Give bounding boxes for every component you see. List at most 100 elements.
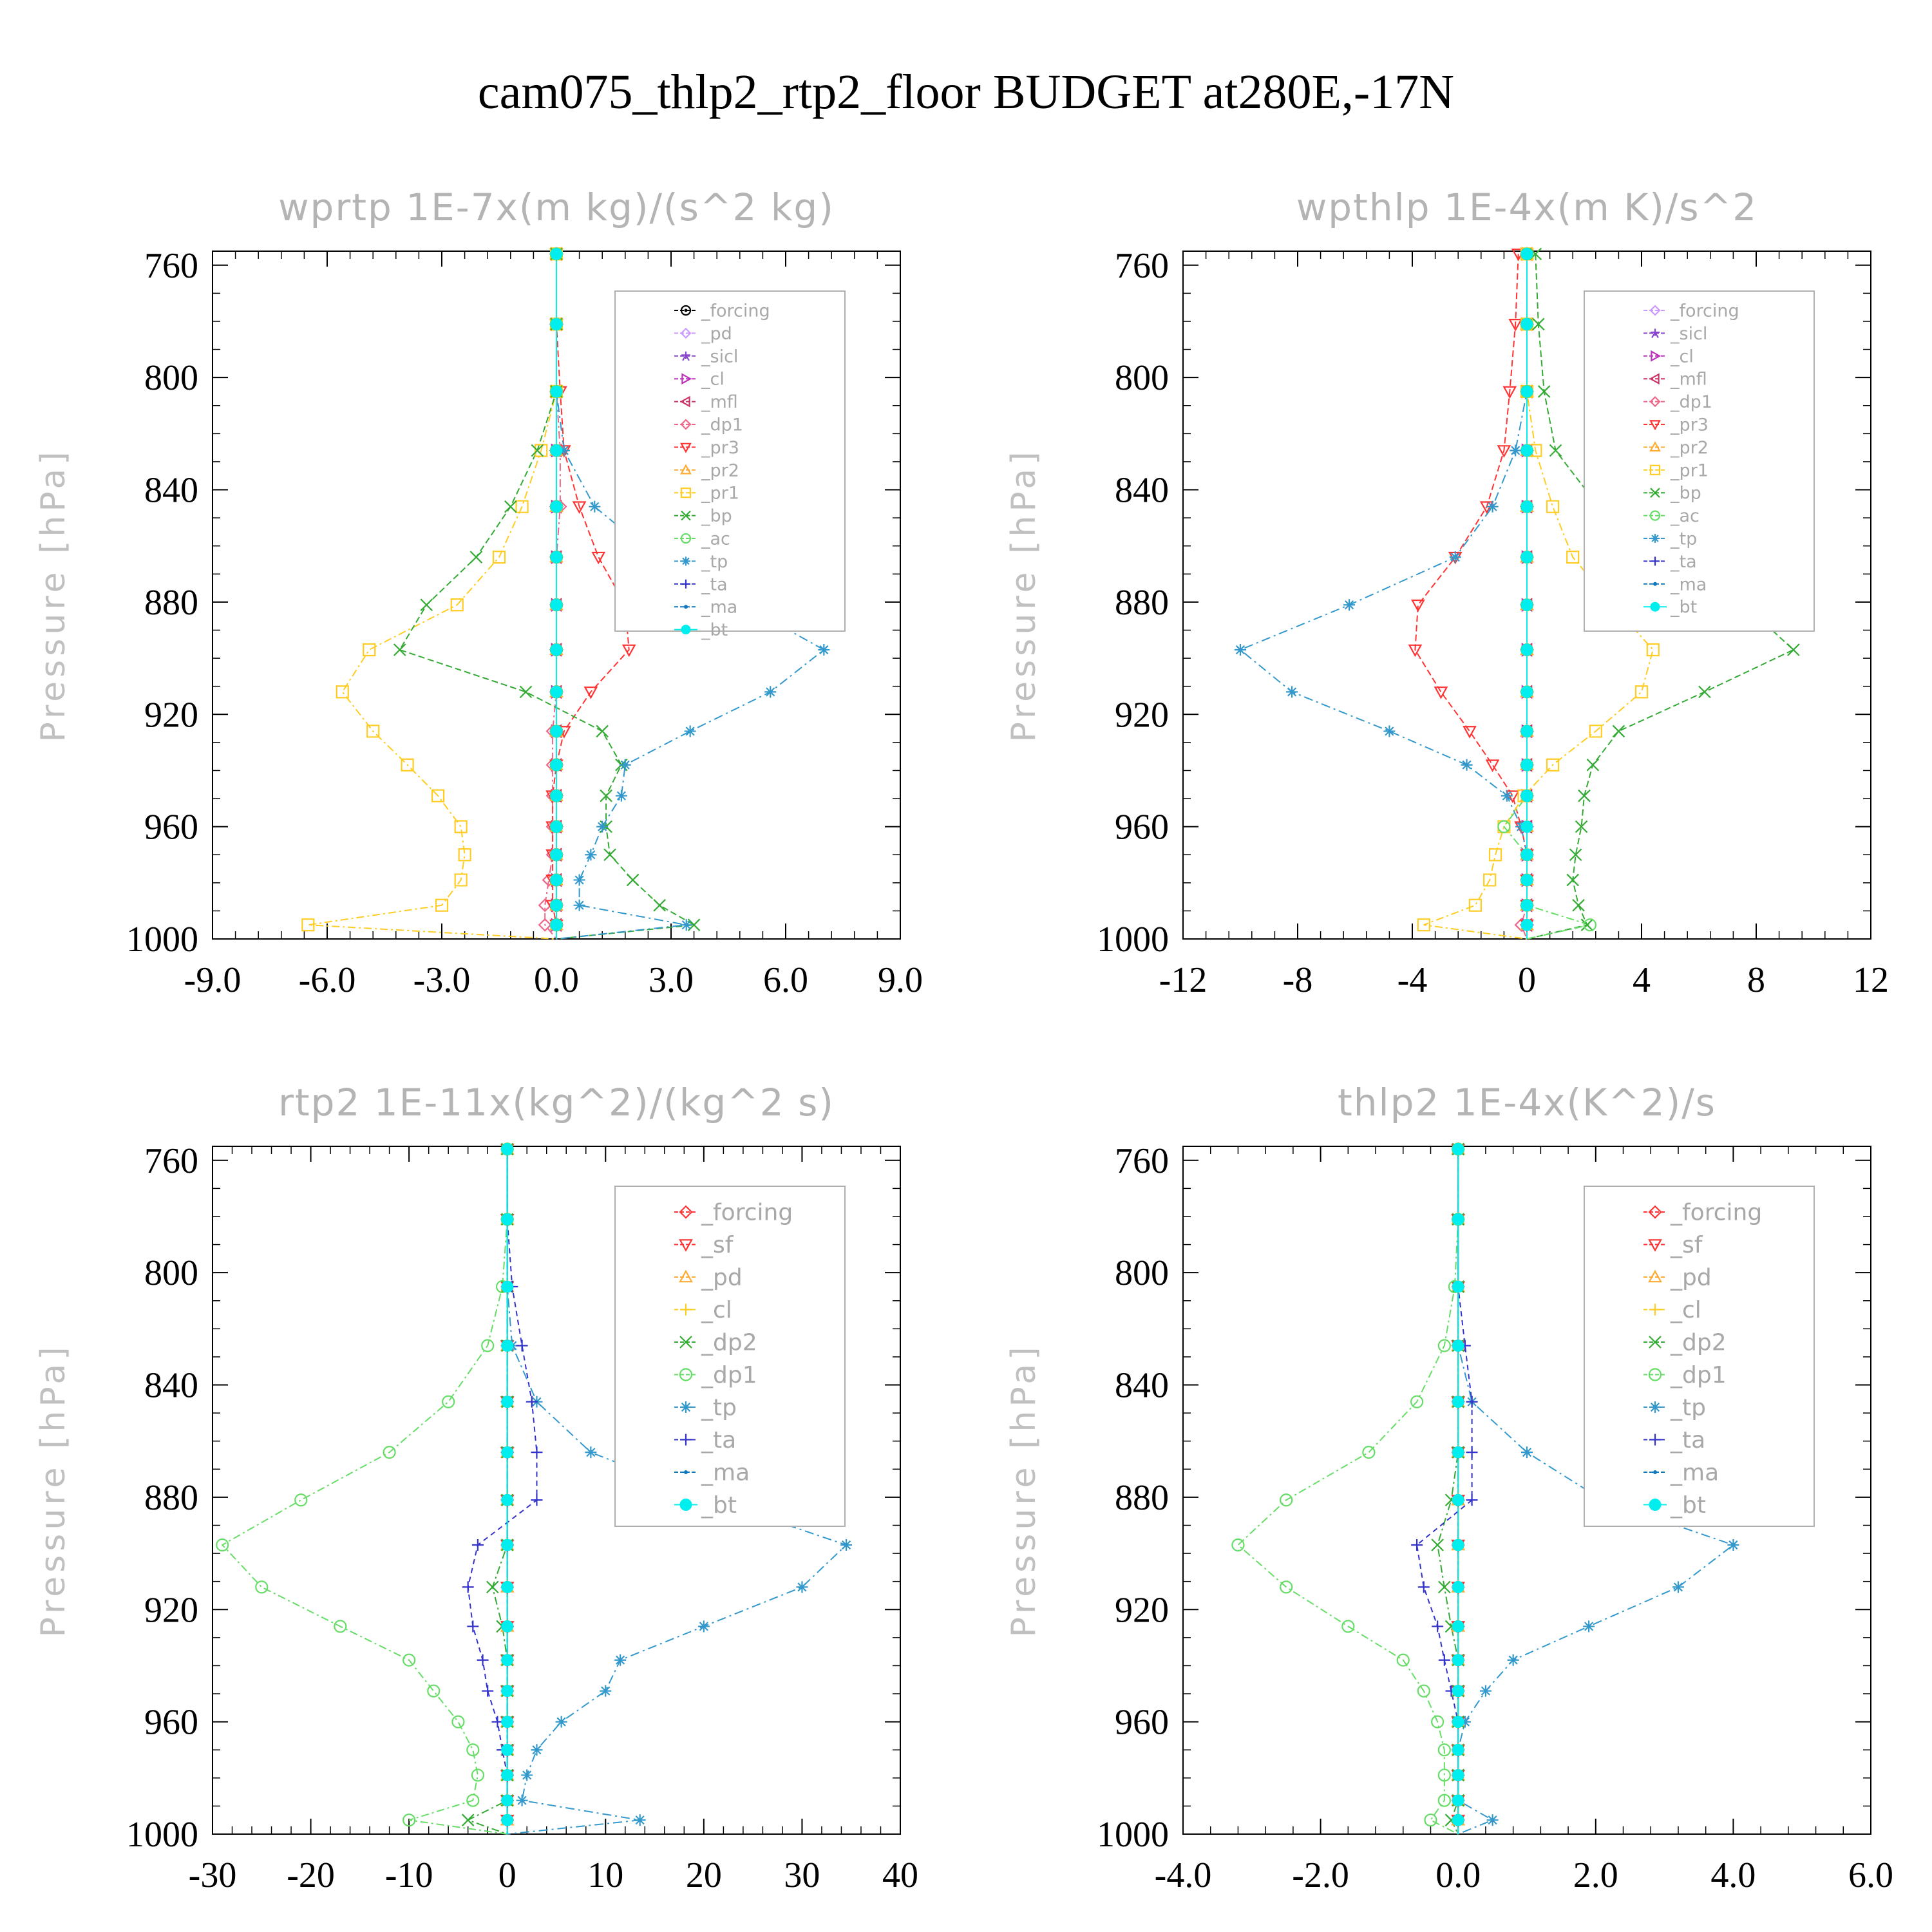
data-point-dp1 (466, 1743, 480, 1757)
legend-marker (679, 1239, 693, 1252)
y-tick-label: 1000 (1097, 1815, 1169, 1855)
data-point-pr1 (454, 873, 468, 887)
legend-marker (1649, 510, 1661, 521)
data-point-bt (501, 1768, 514, 1781)
legend-label: _pd (1670, 1265, 1712, 1291)
data-point-tp (1383, 725, 1396, 737)
data-point-pr1 (1646, 643, 1660, 657)
x-tick-label: -3.0 (413, 960, 471, 1000)
y-tick-label: 800 (144, 358, 198, 398)
data-point-bt (550, 724, 563, 737)
x-tick-label: -6.0 (299, 960, 356, 1000)
data-point-tp (764, 686, 777, 698)
data-point-tp (1235, 644, 1246, 656)
legend-label: _tp (1670, 1395, 1706, 1421)
data-point-tp (573, 899, 585, 911)
data-point-bt (501, 1539, 514, 1551)
legend-label: _bt (701, 1492, 737, 1519)
data-point-bt (501, 1743, 514, 1756)
data-point-ac (1497, 820, 1511, 833)
data-point-pr1 (435, 898, 449, 912)
legend-marker (680, 464, 692, 475)
legend-label: _pr3 (701, 438, 739, 458)
series-line-pr1 (308, 254, 557, 940)
data-point-bp (1549, 444, 1562, 457)
data-point-bt (1520, 551, 1533, 564)
data-point-tp (1286, 686, 1298, 698)
legend-label: _ac (701, 529, 730, 549)
data-point-bt (550, 790, 563, 802)
data-point-pr1 (1468, 898, 1482, 912)
legend-label: _ma (701, 598, 737, 618)
data-point-ta (1466, 1494, 1478, 1506)
x-tick-label: 3.0 (649, 960, 694, 1000)
y-axis-label: Pressure [hPa] (1005, 448, 1043, 743)
data-point-dp1 (402, 1814, 416, 1827)
data-point-bt (1452, 1743, 1464, 1756)
y-tick-label: 880 (144, 583, 198, 623)
data-point-bp (519, 685, 533, 699)
data-point-tp (555, 1716, 567, 1728)
legend-marker (680, 1401, 692, 1413)
data-point-pr3 (1502, 386, 1517, 399)
data-point-dp1 (1417, 1684, 1430, 1698)
data-point-bt (550, 759, 563, 772)
legend-label: _dp2 (701, 1330, 757, 1356)
data-point-bt (501, 1794, 514, 1807)
y-tick-label: 800 (1115, 1253, 1169, 1293)
legend-marker (680, 419, 692, 430)
legend-marker (1651, 556, 1660, 566)
data-point-pr1 (363, 643, 376, 657)
x-tick-label: 4.0 (1710, 1855, 1756, 1895)
data-point-bt (550, 385, 563, 398)
x-tick-label: 6.0 (1848, 1855, 1893, 1895)
data-point-bp (1569, 848, 1582, 862)
legend-marker (1653, 1470, 1657, 1474)
data-point-dp1 (255, 1580, 269, 1594)
legend-marker (680, 305, 692, 316)
data-point-bp (1537, 385, 1551, 398)
y-tick-label: 880 (1115, 1478, 1169, 1518)
legend-marker (1653, 582, 1657, 586)
data-point-pr3 (583, 687, 598, 699)
legend-label: _ta (1670, 1427, 1705, 1454)
data-point-bt (1520, 724, 1533, 737)
data-point-bt (550, 317, 563, 330)
data-point-bt (501, 1580, 514, 1593)
data-point-bp (1578, 789, 1591, 802)
data-point-dp1 (481, 1339, 495, 1352)
data-point-tp (600, 1685, 612, 1697)
legend-label: _pr2 (701, 460, 739, 480)
data-point-ta (1438, 1654, 1450, 1666)
x-tick-label: -8 (1283, 960, 1313, 1000)
data-point-ta (482, 1685, 494, 1697)
data-point-pr3 (1408, 644, 1423, 658)
data-point-bt (501, 1685, 514, 1698)
legend-box (614, 290, 846, 632)
y-tick-label: 960 (1115, 1703, 1169, 1743)
figure-title: cam075_thlp2_rtp2_floor BUDGET at280E,-1… (478, 65, 1454, 119)
data-point-tp (680, 919, 692, 931)
data-point-pr3 (1508, 319, 1523, 332)
data-point-bt (550, 820, 563, 833)
data-point-dp1 (471, 1768, 485, 1782)
data-point-dp1 (216, 1538, 229, 1552)
data-point-bt (1452, 1396, 1464, 1408)
legend-label: _ta (701, 1427, 736, 1454)
legend-marker (1648, 1239, 1662, 1252)
data-point-dp2 (1431, 1539, 1444, 1551)
data-point-pr1 (1488, 848, 1502, 862)
data-point-bt (1520, 759, 1533, 772)
data-point-bp (1787, 643, 1800, 656)
legend-label: _dp1 (1670, 392, 1712, 412)
x-tick-label: 0 (1518, 960, 1536, 1000)
y-tick-label: 880 (1115, 583, 1169, 623)
data-point-dp1 (334, 1620, 347, 1633)
legend-label: _sicl (701, 346, 738, 366)
legend-label: _cl (701, 370, 724, 390)
data-point-bt (550, 899, 563, 912)
data-point-bt (1520, 820, 1533, 833)
legend-label: _ma (1670, 1460, 1719, 1486)
x-tick-label: 12 (1853, 960, 1889, 1000)
data-point-pr1 (1483, 873, 1497, 887)
